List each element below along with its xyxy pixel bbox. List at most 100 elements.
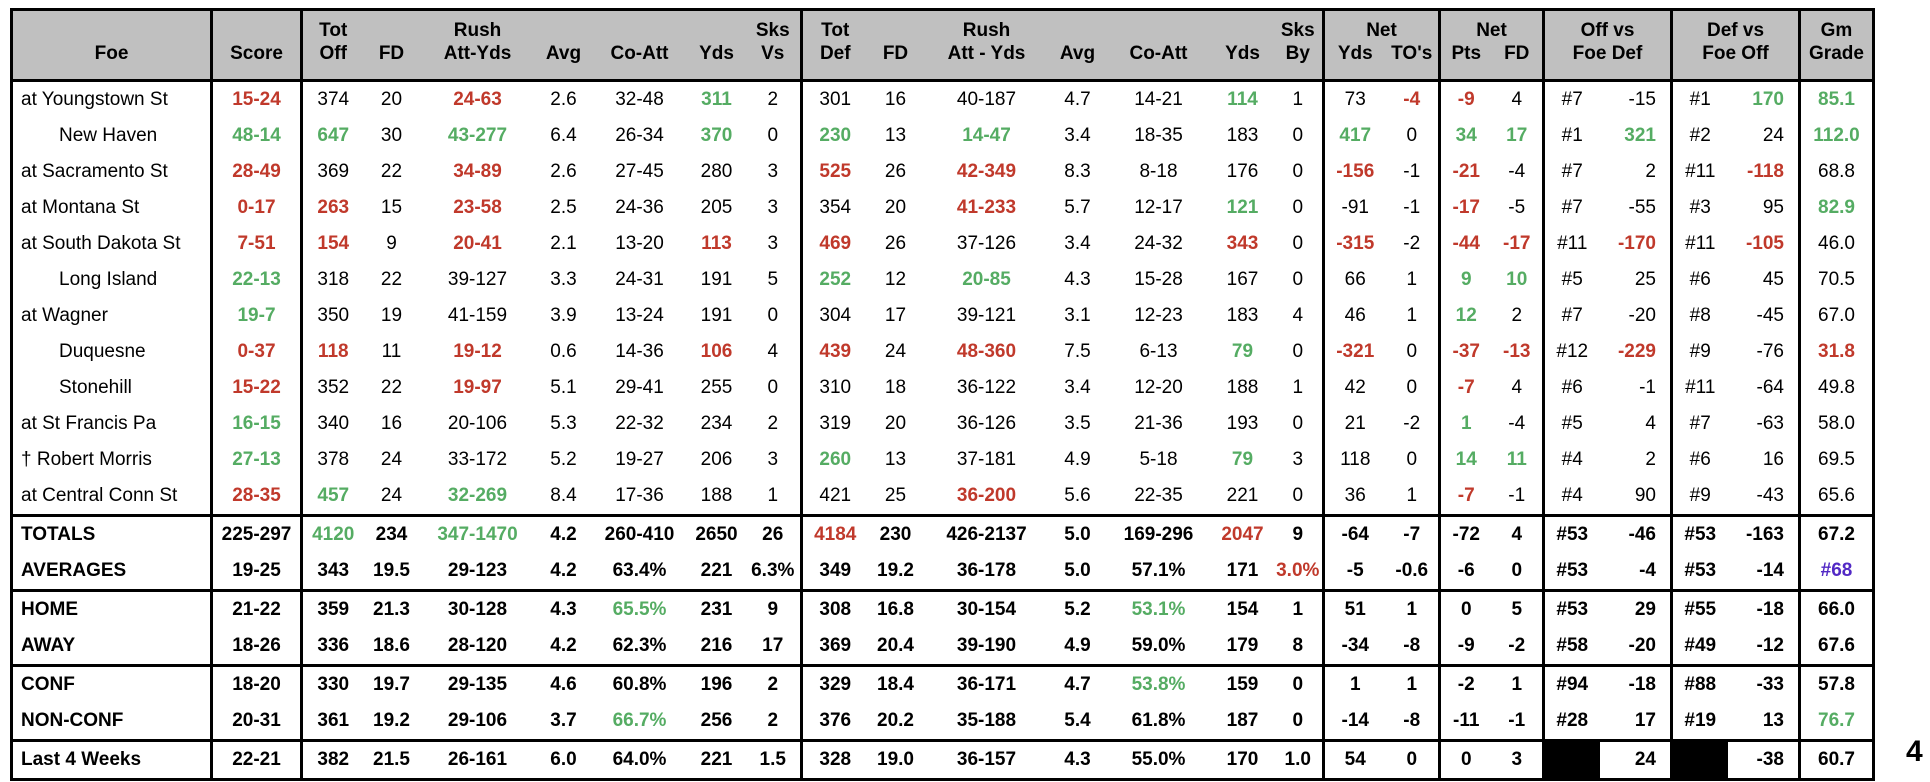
game-row: at South Dakota St 7-51 154 9 20-41 2.1 13-20 1… [12,226,1874,262]
cell-gm-grade: #68 [1798,553,1874,591]
cell-net-fd: 2 [1511,305,1523,326]
cell-def-rush-att-yds: 426-2137 [923,514,1050,553]
header-off-rush: Rush [419,9,536,43]
cell-def-total: 329 [800,664,868,703]
cell-def-total: 376 [800,703,868,741]
cell-def-total: 4184 [800,514,868,553]
cell-gm-grade: 67.0 [1798,298,1874,334]
cell-def-avg: 8.3 [1064,161,1091,182]
cell-gm-grade: 68.8 [1798,154,1874,190]
cell-off-co-att: 24-31 [615,269,664,290]
cell-def-sks-by: 1 [1292,377,1304,398]
cell-net-pts: -7 [1438,370,1492,406]
cell-score: 0-17 [210,190,302,226]
cell-off-sks-vs: 1 [767,485,779,506]
cell-def-rush-att-yds: 36-122 [956,377,1017,398]
game-row: Long Island 22-13 318 22 39-127 3.3 24-31 191 5 2… [12,262,1874,298]
cell-def-rush-att-yds: 39-121 [956,305,1017,326]
cell-def-vs-foe-off-value: -118 [1747,161,1784,182]
cell-net-yds: 51 [1322,589,1386,628]
cell-off-vs-foe-def-value: 29 [1599,589,1672,628]
cell-net-pts: 1 [1438,406,1492,442]
cell-def-total: 354 [800,190,868,226]
header-def-rush: Rush [923,9,1050,43]
cell-def-pass-yds: 221 [1226,485,1259,506]
cell-off-avg: 4.2 [535,514,592,553]
cell-off-sks-vs: 0 [767,125,779,146]
header-def-def: Def [800,43,868,82]
cell-off-fd: 18.6 [373,635,410,656]
cell-def-co-att: 53.8% [1105,664,1212,703]
cell-off-avg: 0.6 [550,341,577,362]
cell-def-vs-foe-off-value: -38 [1727,739,1800,780]
summary-row: CONF 18-20 330 19.7 29-135 4.6 60.8% 196 2 329 18.… [11,664,1874,703]
cell-def-rush-att-yds: 30-154 [923,589,1050,628]
cell-off-fd: 16 [380,413,403,434]
cell-gm-grade: 66.0 [1798,589,1874,628]
cell-off-pass-yds: 191 [700,269,733,290]
cell-def-vs-foe-off-value: -12 [1756,635,1784,656]
cell-net-tos: 1 [1385,589,1440,628]
cell-net-fd: -4 [1508,413,1526,434]
cell-off-sks-vs: 2 [767,710,779,731]
cell-off-sks-vs: 17 [762,635,784,656]
cell-net-yds: 118 [1322,442,1386,478]
cell-off-co-att: 22-32 [615,413,664,434]
cell-score: 19-7 [210,298,302,334]
cell-off-vs-foe-def-rank: #4 [1542,478,1600,516]
foe-cell: at Montana St [21,197,140,218]
cell-net-tos: -2 [1403,233,1421,254]
cell-off-total: 374 [300,80,364,118]
cell-off-vs-foe-def-value: 90 [1634,485,1656,506]
cell-net-pts: 12 [1438,298,1492,334]
cell-def-sks-by: 3 [1292,449,1304,470]
cell-off-rush-att-yds: 29-123 [447,560,508,581]
cell-off-sks-vs: 2 [745,664,802,703]
cell-off-avg: 3.9 [550,305,577,326]
cell-off-avg: 8.4 [550,485,577,506]
foe-cell: TOTALS [11,514,212,553]
cell-off-vs-foe-def-value: 24 [1599,739,1672,780]
cell-score: 0-37 [210,334,302,370]
header-net-yds: Net [1322,9,1440,43]
cell-off-co-att: 62.3% [612,635,667,656]
foe-cell: at St Francis Pa [21,413,157,434]
cell-gm-grade: 76.7 [1798,703,1874,741]
cell-net-yds: -64 [1322,514,1386,553]
cell-off-vs-foe-def-rank: #11 [1542,226,1600,262]
foe-cell: at Sacramento St [21,161,168,182]
header-off-tot: Tot [300,9,364,43]
cell-net-fd: -17 [1503,233,1531,254]
cell-off-co-att: 13-20 [615,233,664,254]
cell-off-rush-att-yds: 43-277 [447,125,508,146]
foe-cell: AVERAGES [21,560,127,581]
cell-off-avg: 3.7 [550,710,577,731]
foe-cell: CONF [11,664,212,703]
cell-off-rush-att-yds: 34-89 [453,161,502,182]
summary-row: AVERAGES 19-25 343 19.5 29-123 4.2 63.4% 221 6.3… [12,553,1874,591]
header-gm-grade: Grade [1798,43,1874,82]
cell-score: 20-31 [210,703,302,741]
cell-gm-grade: 69.5 [1798,442,1874,478]
cell-net-fd: -4 [1508,161,1526,182]
cell-score: 27-13 [210,442,302,478]
cell-gm-grade: 49.8 [1798,370,1874,406]
cell-def-fd: 19.2 [877,560,914,581]
foe-cell: New Haven [59,125,158,146]
cell-def-avg: 4.9 [1064,635,1091,656]
cell-def-co-att: 8-18 [1139,161,1178,182]
cell-off-co-att: 66.7% [612,710,667,731]
cell-net-pts: 0 [1438,739,1492,780]
cell-net-fd: 1 [1491,664,1544,703]
game-row: Stonehill 15-22 352 22 19-97 5.1 29-41 255 0 310 1… [12,370,1874,406]
cell-off-rush-att-yds: 33-172 [447,449,508,470]
cell-off-rush-att-yds: 28-120 [447,635,508,656]
cell-score: 18-26 [210,628,302,666]
cell-gm-grade: 112.0 [1798,118,1874,154]
cell-def-fd: 19.0 [867,739,924,780]
cell-def-pass-yds: 193 [1226,413,1259,434]
cell-def-sks-by: 8 [1292,635,1304,656]
cell-def-avg: 5.7 [1064,197,1091,218]
cell-off-total: 318 [300,262,364,298]
cell-off-avg: 5.3 [550,413,577,434]
